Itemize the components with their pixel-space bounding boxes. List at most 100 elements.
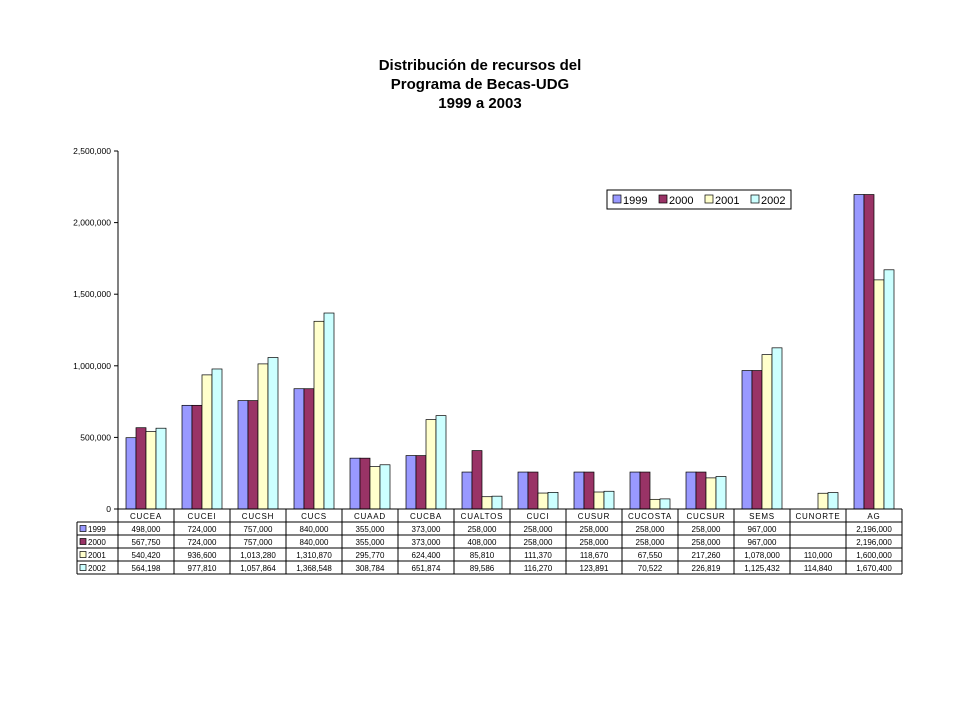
table-cell-value: 408,000 (468, 538, 497, 547)
legend-label-2000: 2000 (669, 195, 693, 207)
chart-title-line-2: Programa de Becas-UDG (390, 76, 570, 93)
table-cell-value: 840,000 (300, 538, 329, 547)
bar-2002-ag (883, 269, 895, 510)
table-cell-value: 1,125,432 (744, 564, 780, 573)
table-cell-value: 373,000 (412, 525, 441, 534)
table-category-label: CUCBA (410, 512, 442, 521)
bar-2002-cucba (435, 415, 447, 510)
table-cell-value: 1,013,280 (240, 551, 276, 560)
bar-2000-cucba (415, 455, 427, 510)
table-cell-value: 67,550 (638, 551, 663, 560)
bar-2000-cualtos (471, 450, 483, 510)
table-cell-value: 1,670,400 (856, 564, 892, 573)
y-tick-label: 2,500,000 (73, 146, 111, 156)
bar-1999-cucsh (237, 400, 249, 510)
y-tick-label: 500,000 (80, 432, 111, 442)
table-cell-value: 308,784 (356, 564, 385, 573)
table-category-label: CUCEI (188, 512, 217, 521)
table-category-label: CUCS (301, 512, 327, 521)
bar-2002-cucosta (659, 498, 671, 510)
bar-2002-cualtos (491, 495, 503, 510)
table-cell-value: 258,000 (580, 538, 609, 547)
table-cell-value: 355,000 (356, 538, 385, 547)
table-category-label: CUALTOS (461, 512, 504, 521)
table-cell-value: 110,000 (804, 551, 833, 560)
bar-2001-cucba (425, 419, 437, 510)
bar-2001-sems (761, 354, 773, 510)
table-category-label: AG (867, 512, 880, 521)
bar-1999-cucosta (629, 471, 641, 510)
table-category-label: CUCI (527, 512, 550, 521)
bar-1999-sems (741, 370, 753, 510)
bar-2001-cucs (313, 320, 325, 510)
table-cell-value: 258,000 (636, 525, 665, 534)
table-cell-value: 967,000 (748, 538, 777, 547)
table-cell-value: 111,370 (524, 551, 552, 560)
bar-2001-cuci (537, 492, 549, 510)
bar-1999-cucea (125, 437, 137, 510)
table-category-label: CUCSUR (686, 512, 725, 521)
legend-label-1999: 1999 (623, 195, 647, 207)
legend-swatch-2000 (658, 194, 668, 204)
bar-1999-cualtos (461, 471, 473, 510)
legend-swatch-2001 (704, 194, 714, 204)
table-series-name: 2000 (88, 538, 106, 547)
table-category-label: CUAAD (354, 512, 386, 521)
bar-1999-cuaad (349, 457, 361, 510)
bar-2001-cusur (593, 491, 605, 510)
table-cell-value: 757,000 (244, 525, 273, 534)
bar-2000-cuci (527, 471, 539, 510)
chart-title: Distribución de recursos del Programa de… (0, 56, 960, 113)
table-series-name: 1999 (88, 525, 106, 534)
bar-2000-cucei (191, 404, 203, 510)
bar-2002-sems (771, 347, 783, 510)
table-cell-value: 967,000 (748, 525, 777, 534)
table-cell-value: 724,000 (188, 538, 217, 547)
bar-1999-cusur (573, 471, 585, 510)
bar-2001-cunorte (817, 492, 829, 510)
bar-2002-cuaad (379, 464, 391, 510)
table-cell-value: 840,000 (300, 525, 329, 534)
bar-2001-cucsur (705, 477, 717, 510)
bar-2001-cucei (201, 374, 213, 510)
bar-2000-sems (751, 370, 763, 510)
table-cell-value: 355,000 (356, 525, 385, 534)
table-cell-value: 258,000 (636, 538, 665, 547)
table-series-name: 2001 (88, 551, 106, 560)
bar-2002-cucea (155, 427, 167, 510)
bar-1999-cucsur (685, 471, 697, 510)
table-series-key-2000 (79, 538, 87, 545)
table-cell-value: 217,260 (692, 551, 721, 560)
table-cell-value: 564,198 (132, 564, 161, 573)
table-series-key-1999 (79, 525, 87, 532)
table-cell-value: 2,196,000 (856, 525, 892, 534)
bar-2000-cucsur (695, 471, 707, 510)
bar-2000-cuaad (359, 457, 371, 510)
bar-2002-cucsur (715, 476, 727, 510)
table-cell-value: 540,420 (132, 551, 161, 560)
bar-2002-cusur (603, 490, 615, 510)
table-cell-value: 1,600,000 (856, 551, 892, 560)
bar-2002-cuci (547, 492, 559, 510)
table-category-label: CUCEA (130, 512, 162, 521)
table-cell-value: 258,000 (580, 525, 609, 534)
legend-box (606, 189, 792, 210)
bar-1999-cucba (405, 455, 417, 510)
bar-2001-ag (873, 279, 885, 510)
legend-swatch-1999 (612, 194, 622, 204)
y-tick-label: 0 (106, 504, 111, 514)
table-cell-value: 258,000 (692, 538, 721, 547)
bar-2000-cucea (135, 427, 147, 510)
table-cell-value: 936,600 (188, 551, 217, 560)
legend-swatch-2002 (750, 194, 760, 204)
table-cell-value: 977,810 (188, 564, 217, 573)
chart-title-line-1: Distribución de recursos del (378, 57, 582, 74)
bar-2001-cuaad (369, 466, 381, 510)
legend-label-2002: 2002 (761, 195, 785, 207)
bar-2001-cucosta (649, 498, 661, 510)
table-cell-value: 1,368,548 (296, 564, 332, 573)
y-tick-label: 2,000,000 (73, 218, 111, 228)
table-cell-value: 1,057,864 (240, 564, 276, 573)
table-cell-value: 295,770 (356, 551, 385, 560)
